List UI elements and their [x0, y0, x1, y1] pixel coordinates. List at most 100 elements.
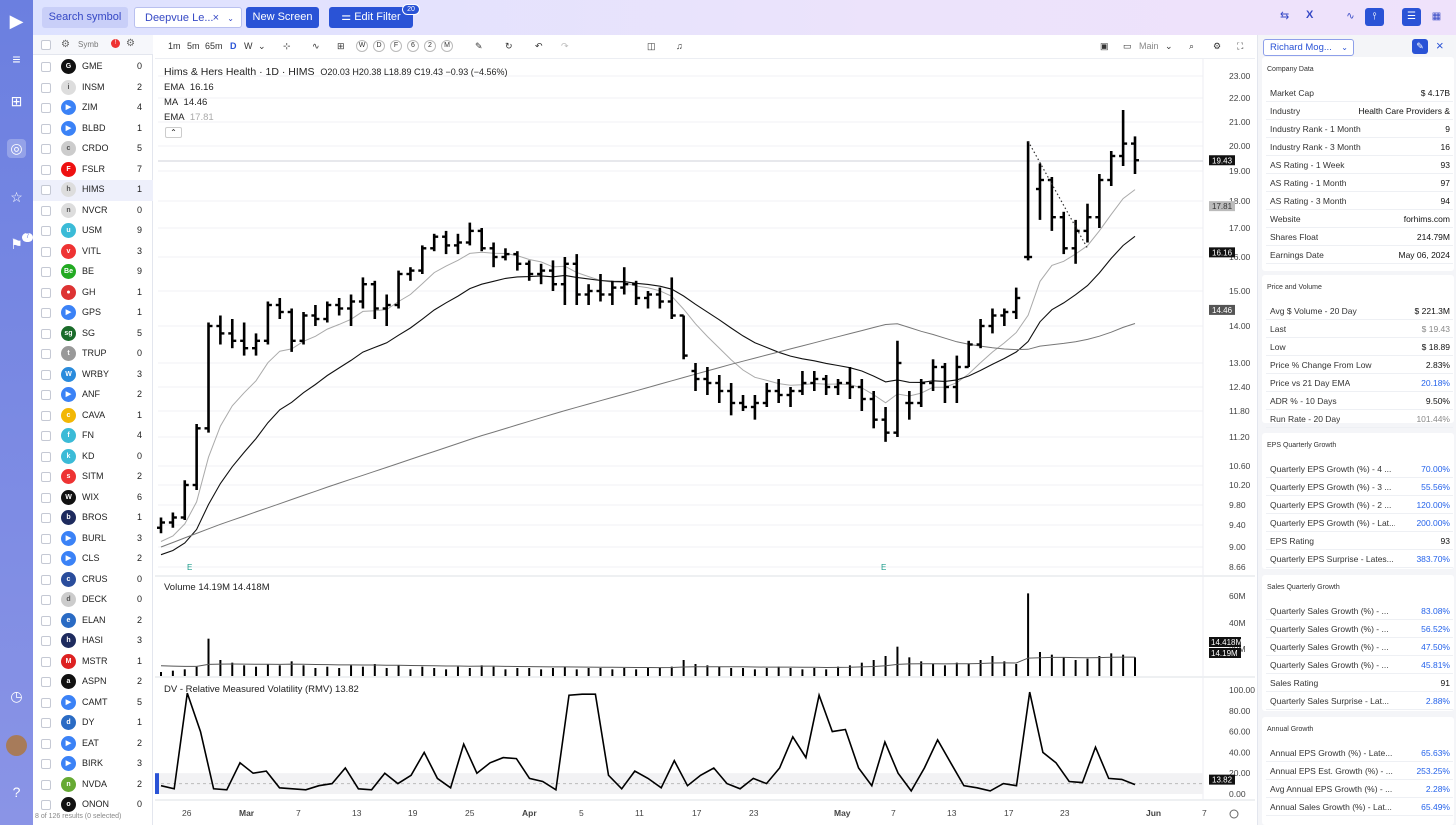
timeframe-letter-button[interactable]: D [373, 40, 385, 52]
price-bar[interactable] [881, 407, 890, 442]
axis-settings-icon[interactable] [1229, 809, 1239, 819]
earnings-marker[interactable]: E [187, 563, 192, 572]
price-bar[interactable] [335, 298, 344, 316]
price-bar[interactable] [263, 301, 272, 345]
close-panel-icon[interactable]: × [1436, 38, 1444, 53]
row-checkbox[interactable] [41, 472, 51, 482]
watchlist-row[interactable]: t TRUP 0 [33, 344, 153, 365]
chart-area[interactable]: 23.00 22.00 21.00 20.00 19.00 18.00 17.00 16.00… [155, 59, 1255, 825]
watchlist-row[interactable]: u USM 9 [33, 221, 153, 242]
watchlist-row[interactable]: v VITL 3 [33, 242, 153, 263]
price-bar[interactable] [964, 340, 973, 369]
price-bar[interactable] [275, 298, 284, 319]
price-bar[interactable] [715, 375, 724, 403]
ticker-symbol[interactable]: MSTR [82, 655, 108, 666]
redo-icon[interactable]: ↷ [561, 41, 569, 51]
price-bar[interactable] [810, 371, 819, 391]
price-bar[interactable] [477, 228, 486, 252]
price-bar[interactable] [929, 359, 938, 391]
price-bar[interactable] [667, 277, 676, 319]
watchlist-row[interactable]: ▶ EAT 2 [33, 734, 153, 755]
watchlist-row[interactable]: i INSM 2 [33, 78, 153, 99]
row-checkbox[interactable] [41, 718, 51, 728]
price-bar[interactable] [406, 267, 415, 281]
price-bar[interactable] [204, 322, 213, 433]
watchlist-row[interactable]: c CAVA 1 [33, 406, 153, 427]
price-bar[interactable] [370, 280, 379, 319]
interval-weekly[interactable]: W [244, 41, 253, 51]
row-checkbox[interactable] [41, 554, 51, 564]
row-checkbox[interactable] [41, 205, 51, 216]
price-bar[interactable] [988, 308, 997, 334]
ticker-symbol[interactable]: WRBY [82, 368, 109, 379]
layout-chevron-icon[interactable]: ⌄ [1165, 41, 1173, 51]
row-checkbox[interactable] [41, 697, 51, 708]
row-checkbox[interactable] [41, 636, 51, 646]
row-checkbox[interactable] [41, 738, 51, 749]
price-bar[interactable] [608, 280, 617, 305]
ticker-symbol[interactable]: FSLR [82, 163, 106, 174]
price-bar[interactable] [691, 363, 700, 391]
help-icon[interactable]: ? [12, 784, 21, 800]
price-bar[interactable] [418, 245, 427, 274]
price-bar[interactable] [1000, 308, 1009, 327]
price-bar[interactable] [893, 340, 902, 437]
watchlist-row[interactable]: G GME 0 [33, 57, 153, 78]
price-bar[interactable] [786, 387, 795, 407]
ticker-symbol[interactable]: ZIM [82, 102, 98, 112]
price-bar[interactable] [442, 230, 451, 255]
share-icon[interactable]: ⇆ [1280, 10, 1290, 22]
clock-icon[interactable]: ◷ [10, 688, 23, 704]
price-bar[interactable] [1083, 203, 1092, 243]
row-checkbox[interactable] [41, 144, 51, 154]
row-checkbox[interactable] [41, 615, 51, 626]
row-checkbox[interactable] [41, 369, 51, 380]
price-bar[interactable] [750, 395, 759, 420]
select-all-checkbox[interactable] [41, 40, 51, 50]
price-bar[interactable] [453, 233, 462, 255]
watchlist-row[interactable]: k KD 0 [33, 447, 153, 468]
interval-daily[interactable]: D [230, 41, 237, 51]
ticker-symbol[interactable]: HIMS [82, 184, 105, 194]
ticker-symbol[interactable]: DY [82, 717, 95, 727]
price-bar[interactable] [584, 284, 593, 305]
ticker-symbol[interactable]: CRUS [82, 573, 108, 584]
ticker-symbol[interactable]: CRDO [82, 143, 109, 153]
new-screen-button[interactable]: New Screen [246, 7, 319, 28]
collapse-legend-icon[interactable]: ⌃ [165, 127, 182, 138]
ticker-symbol[interactable]: CLS [82, 553, 100, 563]
price-bar[interactable] [917, 379, 926, 407]
user-select[interactable]: Richard Mog... ⌄ [1263, 39, 1354, 56]
price-bar[interactable] [299, 312, 308, 345]
rmv-line[interactable] [160, 691, 1136, 793]
settings-icon[interactable]: ⚙ [61, 39, 70, 50]
edit-filter-button[interactable]: ⚌ Edit Filter [329, 7, 413, 28]
price-bar[interactable] [644, 291, 652, 309]
line-chart-icon[interactable]: ∿ [1346, 11, 1355, 22]
watchlist-row[interactable]: a ASPN 2 [33, 672, 153, 693]
row-checkbox[interactable] [41, 492, 51, 503]
price-bar[interactable] [394, 270, 403, 309]
logo-icon[interactable]: ▶ [9, 11, 24, 31]
price-bar[interactable] [168, 512, 177, 528]
screener-icon[interactable]: ⊞ [10, 93, 23, 109]
fullscreen-icon[interactable]: ⛶ [1237, 41, 1244, 51]
watchlist-row[interactable]: ▶ BURL 3 [33, 529, 153, 550]
price-bar[interactable] [703, 367, 712, 395]
watchlist-row[interactable]: n NVCR 0 [33, 201, 153, 222]
price-bar[interactable] [632, 280, 641, 305]
rmv-legend[interactable]: DV - Relative Measured Volatility (RMV) … [164, 684, 359, 695]
timeframe-letter-button[interactable]: M [441, 40, 453, 52]
row-checkbox[interactable] [41, 779, 51, 790]
layout-icon[interactable]: ▣ [1100, 41, 1109, 51]
price-bar[interactable] [1119, 110, 1128, 166]
interval-1m[interactable]: 1m [168, 41, 181, 51]
ema-slow-legend[interactable]: EMA 17.81 [164, 112, 214, 123]
ticker-symbol[interactable]: BURL [82, 532, 107, 543]
ticker-symbol[interactable]: USM [82, 225, 102, 235]
refresh-icon[interactable]: ↻ [505, 41, 513, 51]
row-checkbox[interactable] [41, 246, 51, 257]
price-bar[interactable] [869, 391, 878, 429]
symbol-column-header[interactable]: Symb [78, 40, 99, 49]
price-bar[interactable] [905, 391, 914, 420]
